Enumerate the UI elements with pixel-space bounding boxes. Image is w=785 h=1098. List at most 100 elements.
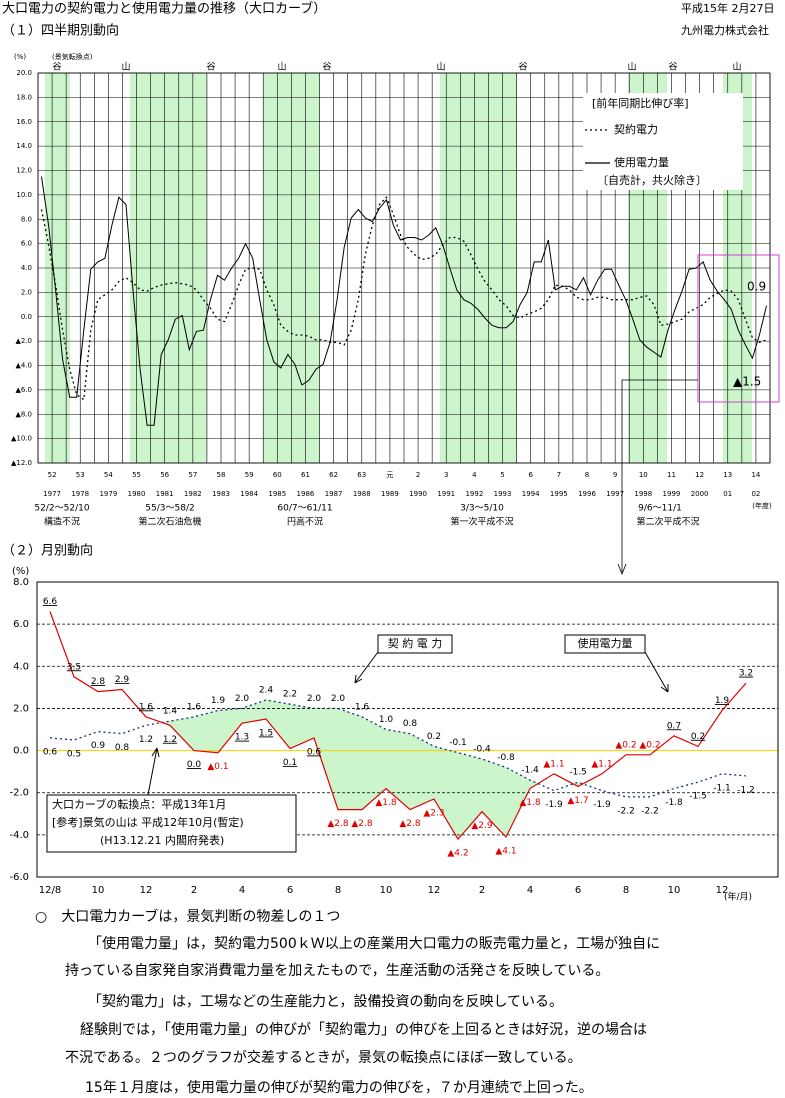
data-label: 0.1 (283, 758, 297, 768)
series-line (41, 176, 767, 426)
cycle-mark: 山 (627, 62, 636, 73)
callout-arrow (644, 651, 669, 693)
legend-label: 使用電力量 (614, 156, 669, 169)
x-tick-label-western: 1977 (43, 490, 61, 498)
x-tick-label-western: 1999 (663, 490, 681, 498)
x-tick-label: 61 (301, 471, 310, 479)
cycle-mark: 谷 (206, 62, 215, 73)
data-label: ▲0.1 (207, 762, 228, 772)
note-box (46, 794, 297, 853)
x-tick-label: 10 (639, 471, 648, 479)
recession-period: 55/3～58/2 (145, 504, 194, 514)
y-tick-label: 2.0 (21, 288, 32, 296)
subtitle: （１）四半期別動向 (2, 23, 119, 39)
x-tick-label-western: 1982 (184, 490, 202, 498)
x-tick-label: 14 (751, 471, 760, 479)
data-label: 3.5 (67, 662, 81, 672)
y-tick-label: ▲12.0 (11, 459, 32, 467)
x-tick-label-western: 1998 (634, 490, 652, 498)
gap-area (313, 708, 339, 810)
recession-name: 構造不況 (44, 516, 80, 528)
x-tick-label: 12 (140, 885, 153, 896)
turning-point-label: (景気転換点) (52, 52, 93, 61)
gap-area (337, 708, 363, 810)
x-tick-label: 4 (472, 471, 477, 479)
data-label: 1.6 (355, 702, 370, 712)
x-tick-label: 8 (335, 885, 341, 896)
x-tick-label: 12/8 (39, 885, 61, 896)
y-tick-label: -6.0 (9, 872, 29, 883)
y-tick-label: 14.0 (16, 142, 32, 150)
data-label: 2.0 (235, 694, 250, 704)
data-label: 0.5 (67, 750, 81, 760)
x-tick-label: 4 (239, 885, 245, 896)
data-label: 0.7 (667, 721, 681, 731)
body-paragraph: 15年１月度は，使用電力量の伸びが契約電力の伸びを，７か月連続で上回った。 (85, 1079, 593, 1096)
x-tick-label-western: 1994 (522, 490, 540, 498)
y-tick-label: ▲6.0 (15, 386, 32, 394)
y-tick-label: 8.0 (21, 215, 32, 223)
x-tick-label-western: 1978 (71, 490, 89, 498)
x-tick-label-western: 1980 (128, 490, 146, 498)
data-label: ▲2.8 (399, 819, 421, 829)
y-tick-label: 2.0 (13, 703, 29, 714)
subtitle: （２）月別動向 (2, 543, 93, 559)
data-label: ▲1.1 (543, 759, 564, 769)
x-tick-label-western: 1985 (268, 490, 286, 498)
highlight-box (697, 254, 780, 403)
data-label: -1.4 (521, 766, 539, 776)
callout-label: 契 約 電 力 (388, 636, 443, 650)
data-label: ▲2.8 (327, 819, 349, 829)
y-tick-label: ▲10.0 (11, 435, 32, 443)
connector-arrow (621, 379, 698, 572)
data-label: 3.2 (739, 669, 753, 679)
data-label: 0.0 (187, 760, 202, 770)
plot-border (37, 72, 771, 464)
y-tick-label: 16.0 (16, 118, 32, 126)
data-label: -1.2 (737, 785, 755, 795)
cycle-mark: 山 (277, 62, 286, 73)
x-tick-label-western: 1992 (465, 490, 483, 498)
body-heading: ○ 大口電力カーブは，景気判断の物差しの１つ (35, 908, 340, 925)
data-label: 1.3 (235, 733, 249, 743)
y-tick-label: 6.0 (21, 240, 32, 248)
legend-label: 契約電力 (614, 122, 658, 136)
data-label: -0.1 (449, 738, 467, 748)
data-label: ▲1.1 (591, 759, 612, 769)
x-tick-label-western: 1991 (437, 490, 455, 498)
data-label: 1.9 (715, 696, 730, 706)
x-tick-label-western: 1997 (606, 490, 624, 498)
data-label: -1.1 (713, 783, 731, 793)
x-tick-label: 57 (188, 471, 197, 479)
x-tick-label: 13 (723, 471, 732, 479)
x-tick-label: 8 (623, 885, 629, 896)
x-tick-label: 6 (575, 885, 581, 896)
gap-area (289, 703, 315, 749)
recession-period: 52/2～52/10 (34, 504, 89, 514)
data-label: 1.9 (211, 696, 226, 706)
legend-note: 〔自売計，共火除き〕 (597, 173, 707, 187)
data-label: 0.8 (115, 743, 130, 753)
x-tick-label: 62 (329, 471, 338, 479)
x-tick-label: 10 (668, 885, 681, 896)
data-label: ▲4.1 (495, 846, 516, 856)
cycle-mark: 谷 (322, 62, 331, 73)
y-tick-label: ▲4.0 (15, 362, 32, 370)
x-tick-label: 11 (667, 471, 676, 479)
x-tick-label: 12 (695, 471, 704, 479)
data-label: 2.0 (307, 694, 322, 704)
callout-box (377, 634, 453, 654)
data-label: 1.2 (139, 735, 153, 745)
y-unit: (%) (12, 566, 29, 577)
x-tick-label-western: 1981 (156, 490, 174, 498)
recession-name: 円高不況 (287, 516, 323, 528)
note-text: [参考]景気の山は 平成12年10月(暫定) (52, 815, 244, 829)
body-paragraph: 「契約電力」は，工場などの生産能力と，設備投資の動向を反映している。 (88, 994, 563, 1010)
data-label: 1.6 (139, 702, 154, 712)
gap-area (361, 716, 387, 811)
data-label: 2.2 (283, 690, 297, 700)
legend-box (583, 93, 743, 190)
title: 大口電力の契約電力と使用電力量の推移（大口カーブ） (2, 1, 326, 17)
